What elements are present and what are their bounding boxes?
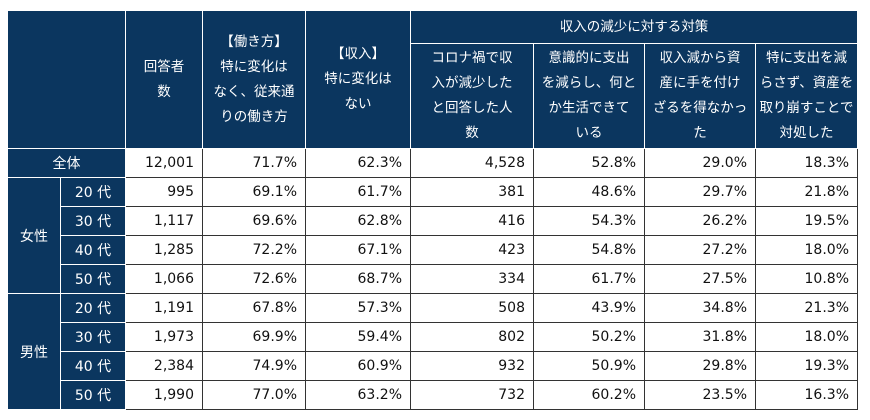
table-cell: 50.2% bbox=[533, 322, 645, 352]
table-cell: 29.8% bbox=[644, 351, 756, 381]
table-cell: 19.5% bbox=[755, 206, 858, 236]
table-cell: 416 bbox=[410, 206, 534, 236]
table-cell: 72.6% bbox=[202, 264, 306, 294]
table-cell: 62.3% bbox=[305, 148, 411, 178]
table-cell: 61.7% bbox=[533, 264, 645, 294]
table-cell: 27.5% bbox=[644, 264, 756, 294]
table-cell: 21.8% bbox=[755, 177, 858, 207]
table-cell: 57.3% bbox=[305, 293, 411, 323]
age-label: 20 代 bbox=[60, 177, 126, 207]
column-header: 回答者 数 bbox=[125, 10, 203, 149]
table-cell: 34.8% bbox=[644, 293, 756, 323]
table-cell: 1,117 bbox=[125, 206, 203, 236]
age-label: 30 代 bbox=[60, 206, 126, 236]
table-cell: 67.1% bbox=[305, 235, 411, 265]
table-cell: 27.2% bbox=[644, 235, 756, 265]
table-cell: 63.2% bbox=[305, 380, 411, 410]
table-cell: 1,973 bbox=[125, 322, 203, 352]
age-label: 30 代 bbox=[60, 322, 126, 352]
table-cell: 423 bbox=[410, 235, 534, 265]
row-label: 全体 bbox=[7, 148, 126, 178]
table-row: 男性 20 代 1,191 67.8% 57.3% 508 43.9% 34.8% 21.3% bbox=[7, 293, 858, 410]
table-row: 30 代 1,973 69.9% 59.4% 802 50.2% 31.8% 18.0% bbox=[8, 322, 858, 352]
column-header: 意識的に支出 を減らし、何と か生活できて いる bbox=[533, 43, 645, 149]
table-cell: 732 bbox=[410, 380, 534, 410]
table-cell: 18.3% bbox=[755, 148, 858, 178]
table-cell: 18.0% bbox=[755, 322, 858, 352]
table-row: 40 代 2,384 74.9% 60.9% 932 50.9% 29.8% 19.3% bbox=[8, 351, 858, 381]
table-cell: 381 bbox=[410, 177, 534, 207]
table-cell: 12,001 bbox=[125, 148, 203, 178]
table-cell: 16.3% bbox=[755, 380, 858, 410]
table-cell: 54.3% bbox=[533, 206, 645, 236]
table-cell: 334 bbox=[410, 264, 534, 294]
age-label: 50 代 bbox=[60, 264, 126, 294]
table-cell: 43.9% bbox=[533, 293, 645, 323]
table-cell: 77.0% bbox=[202, 380, 306, 410]
table-cell: 18.0% bbox=[755, 235, 858, 265]
corner-cell bbox=[7, 10, 126, 149]
survey-table: 回答者 数【働き方】 特に変化は なく、従来通 りの働き方 【収入】 特に変化は … bbox=[7, 10, 858, 410]
table-cell: 62.8% bbox=[305, 206, 411, 236]
table-cell: 68.7% bbox=[305, 264, 411, 294]
table-cell: 29.0% bbox=[644, 148, 756, 178]
table-cell: 932 bbox=[410, 351, 534, 381]
table-cell: 48.6% bbox=[533, 177, 645, 207]
gender-label: 女性 bbox=[7, 177, 61, 294]
table-cell: 802 bbox=[410, 322, 534, 352]
table-row: 50 代 1,066 72.6% 68.7% 334 61.7% 27.5% 10.8% bbox=[8, 264, 858, 294]
table-cell: 31.8% bbox=[644, 322, 756, 352]
table-cell: 508 bbox=[410, 293, 534, 323]
table-cell: 1,191 bbox=[125, 293, 203, 323]
table-cell: 4,528 bbox=[410, 148, 534, 178]
table-cell: 71.7% bbox=[202, 148, 306, 178]
age-label: 20 代 bbox=[60, 293, 126, 323]
table-cell: 67.8% bbox=[202, 293, 306, 323]
table-cell: 60.9% bbox=[305, 351, 411, 381]
table-cell: 21.3% bbox=[755, 293, 858, 323]
column-header: 特に支出を減 らさず、資産を 取り崩すことで 対処した bbox=[755, 43, 858, 149]
table-cell: 60.2% bbox=[533, 380, 645, 410]
column-header: 【収入】 特に変化は ない bbox=[305, 10, 411, 149]
table-cell: 54.8% bbox=[533, 235, 645, 265]
table-cell: 69.1% bbox=[202, 177, 306, 207]
table-cell: 69.6% bbox=[202, 206, 306, 236]
age-label: 40 代 bbox=[60, 235, 126, 265]
column-header: 収入減から資 産に手を付け ざるを得なかっ た bbox=[644, 43, 756, 149]
table-row: 30 代 1,117 69.6% 62.8% 416 54.3% 26.2% 19.5% bbox=[8, 206, 858, 236]
age-label: 40 代 bbox=[60, 351, 126, 381]
table-cell: 10.8% bbox=[755, 264, 858, 294]
table-cell: 1,066 bbox=[125, 264, 203, 294]
table-cell: 74.9% bbox=[202, 351, 306, 381]
age-label: 50 代 bbox=[60, 380, 126, 410]
table-cell: 72.2% bbox=[202, 235, 306, 265]
table-cell: 23.5% bbox=[644, 380, 756, 410]
table-cell: 995 bbox=[125, 177, 203, 207]
table-row-total: 全体 12,001 71.7% 62.3% 4,528 52.8% 29.0% 18.3% bbox=[7, 148, 858, 178]
table-cell: 2,384 bbox=[125, 351, 203, 381]
table-row: 女性 20 代 995 69.1% 61.7% 381 48.6% 29.7% 21.8% bbox=[7, 177, 858, 294]
table-row: 40 代 1,285 72.2% 67.1% 423 54.8% 27.2% 18.0% bbox=[8, 235, 858, 265]
table-cell: 61.7% bbox=[305, 177, 411, 207]
table-cell: 19.3% bbox=[755, 351, 858, 381]
table-cell: 1,285 bbox=[125, 235, 203, 265]
column-header: 【働き方】 特に変化は なく、従来通 りの働き方 bbox=[202, 10, 306, 149]
column-header: コロナ禍で収 入が減少した と回答した人 数 bbox=[410, 43, 534, 149]
group-header: 収入の減少に対する対策 bbox=[410, 10, 858, 44]
table-cell: 52.8% bbox=[533, 148, 645, 178]
table-cell: 1,990 bbox=[125, 380, 203, 410]
table-row: 50 代 1,990 77.0% 63.2% 732 60.2% 23.5% 16.3% bbox=[8, 380, 858, 410]
gender-label: 男性 bbox=[7, 293, 61, 410]
table-cell: 69.9% bbox=[202, 322, 306, 352]
table-cell: 59.4% bbox=[305, 322, 411, 352]
table-cell: 29.7% bbox=[644, 177, 756, 207]
table-cell: 26.2% bbox=[644, 206, 756, 236]
table-cell: 50.9% bbox=[533, 351, 645, 381]
